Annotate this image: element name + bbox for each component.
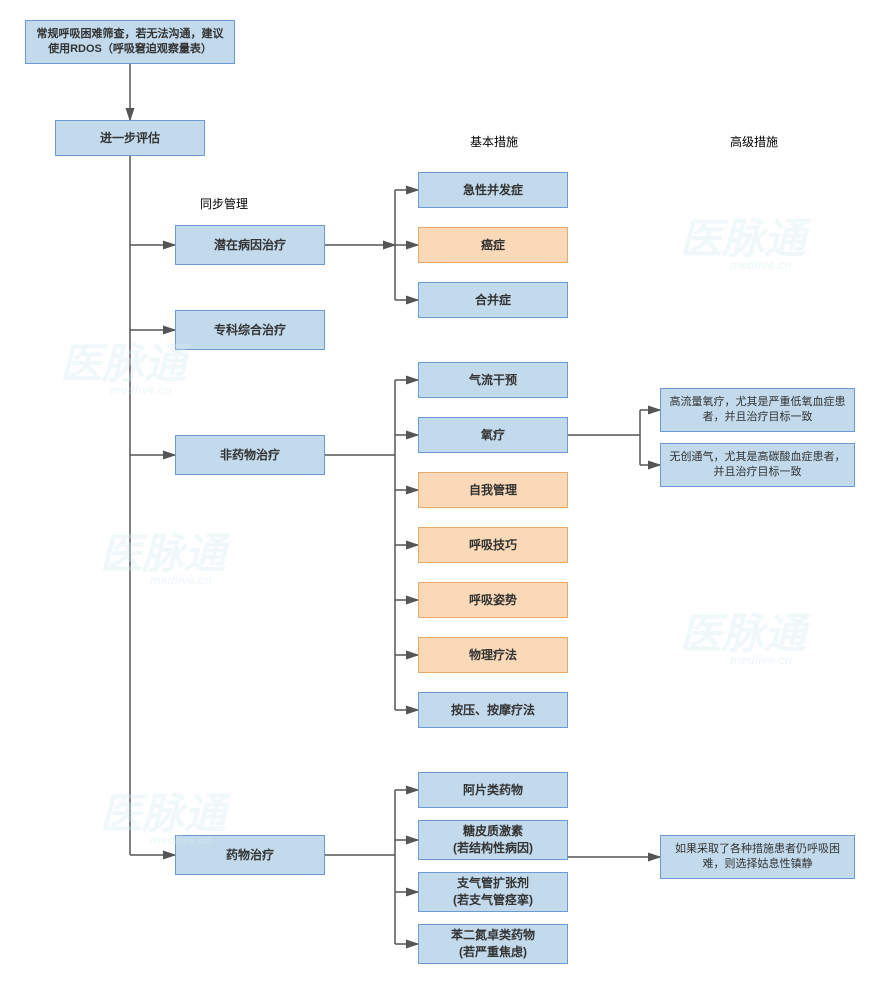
node-spec: 专科综合治疗: [175, 310, 325, 350]
node-cancer: 癌症: [418, 227, 568, 263]
node-eval: 进一步评估: [55, 120, 205, 156]
node-palliative: 如果采取了各种措施患者仍呼吸困难，则选择姑息性镇静: [660, 835, 855, 879]
node-massage: 按压、按摩疗法: [418, 692, 568, 728]
node-posture: 呼吸姿势: [418, 582, 568, 618]
node-cause: 潜在病因治疗: [175, 225, 325, 265]
watermark: 医脉通medlive.cn: [680, 205, 806, 272]
watermark: 医脉通medlive.cn: [60, 330, 186, 397]
node-airflow: 气流干预: [418, 362, 568, 398]
node-broncho: 支气管扩张剂(若支气管痉挛): [418, 872, 568, 912]
node-physical: 物理疗法: [418, 637, 568, 673]
label-advanced: 高级措施: [730, 133, 778, 150]
node-highflow: 高流量氧疗，尤其是严重低氧血症患者，并且治疗目标一致: [660, 388, 855, 432]
watermark: 医脉通medlive.cn: [100, 520, 226, 587]
node-oxygen: 氧疗: [418, 417, 568, 453]
watermark: 医脉通medlive.cn: [680, 600, 806, 667]
node-opioid: 阿片类药物: [418, 772, 568, 808]
node-niv: 无创通气，尤其是高碳酸血症患者，并且治疗目标一致: [660, 443, 855, 487]
label-sync: 同步管理: [200, 195, 248, 212]
node-benzo: 苯二氮卓类药物(若严重焦虑): [418, 924, 568, 964]
node-nonpharm: 非药物治疗: [175, 435, 325, 475]
node-comorb: 合并症: [418, 282, 568, 318]
label-basic: 基本措施: [470, 133, 518, 150]
node-selfmg: 自我管理: [418, 472, 568, 508]
node-acute: 急性并发症: [418, 172, 568, 208]
node-breathtech: 呼吸技巧: [418, 527, 568, 563]
node-pharm: 药物治疗: [175, 835, 325, 875]
node-steroid: 糖皮质激素(若结构性病因): [418, 820, 568, 860]
node-start: 常规呼吸困难筛查，若无法沟通，建议使用RDOS（呼吸窘迫观察量表）: [25, 20, 235, 64]
